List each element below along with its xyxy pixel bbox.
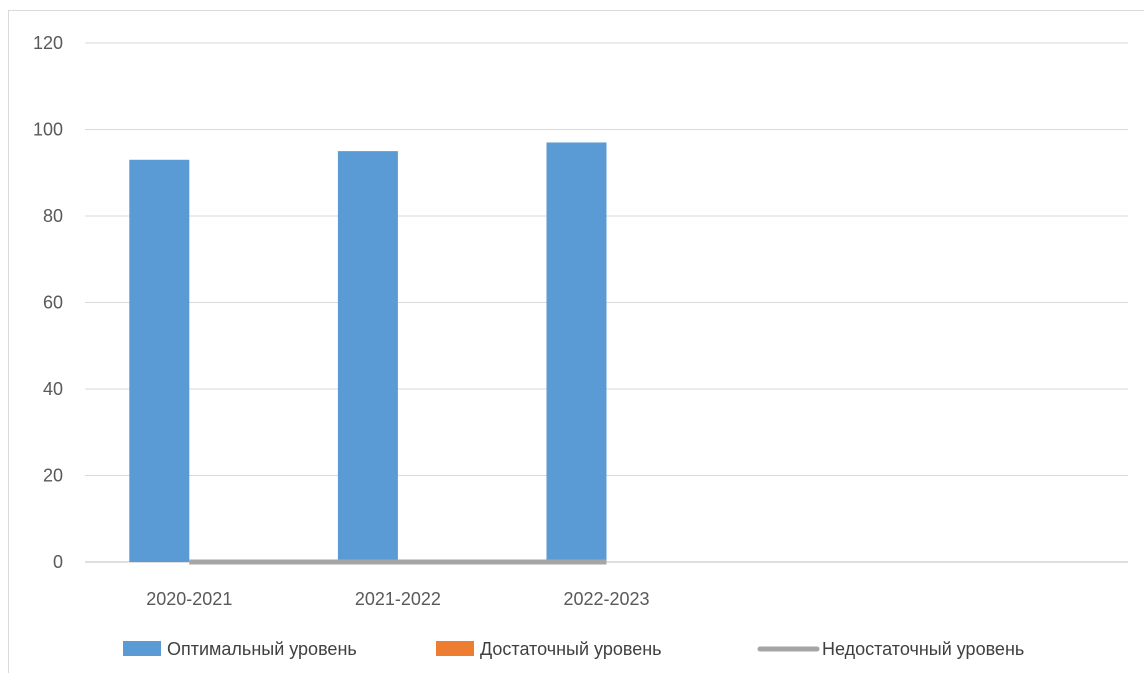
y-tick-label-20: 20: [43, 466, 63, 486]
y-tick-label-80: 80: [43, 206, 63, 226]
chart-frame: [8, 10, 1144, 673]
x-tick-label-2022-2023: 2022-2023: [563, 589, 649, 609]
legend-label-3: Недостаточный уровень: [822, 639, 1024, 659]
y-tick-label-120: 120: [33, 33, 63, 53]
y-tick-label-60: 60: [43, 293, 63, 313]
bar-1-2021-2022: [337, 151, 398, 562]
y-tick-label-100: 100: [33, 120, 63, 140]
legend-label-1: Оптимальный уровень: [167, 639, 357, 659]
bar-1-2022-2023: [546, 142, 607, 562]
legend-label-2: Достаточный уровень: [480, 639, 662, 659]
y-tick-label-0: 0: [53, 552, 63, 572]
x-tick-label-2021-2022: 2021-2022: [355, 589, 441, 609]
y-tick-label-40: 40: [43, 379, 63, 399]
x-tick-label-2020-2021: 2020-2021: [146, 589, 232, 609]
bar-1-2020-2021: [129, 159, 190, 562]
legend-swatch-1: [123, 641, 161, 656]
legend-swatch-2: [436, 641, 474, 656]
